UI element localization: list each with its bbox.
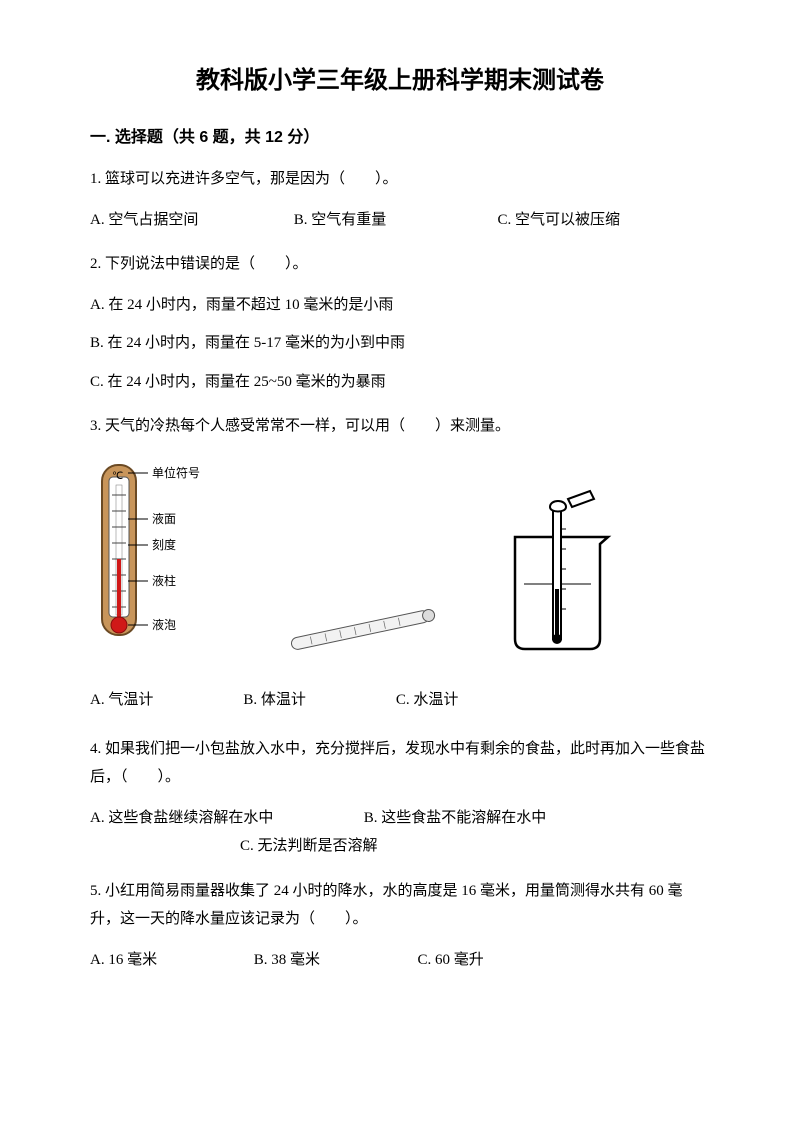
svg-text:单位符号: 单位符号	[152, 465, 200, 480]
exam-page: 教科版小学三年级上册科学期末测试卷 一. 选择题（共 6 题，共 12 分） 1…	[0, 0, 800, 1131]
section-header: 一. 选择题（共 6 题，共 12 分）	[90, 123, 710, 147]
q4-opt-a: A. 这些食盐继续溶解在水中	[90, 804, 360, 833]
q2-opt-b: B. 在 24 小时内，雨量在 5-17 毫米的为小到中雨	[90, 329, 710, 358]
q1-opt-c: C. 空气可以被压缩	[498, 206, 621, 235]
q4-options: A. 这些食盐继续溶解在水中 B. 这些食盐不能溶解在水中 C. 无法判断是否溶…	[90, 804, 710, 861]
q3-options: A. 气温计 B. 体温计 C. 水温计	[90, 688, 710, 709]
q3-opt-c: C. 水温计	[396, 688, 459, 709]
q5-opt-c: C. 60 毫升	[418, 946, 484, 975]
q3-stem: 3. 天气的冷热每个人感受常常不一样，可以用（ ）来测量。	[90, 412, 710, 441]
svg-text:℃: ℃	[112, 471, 123, 482]
q3-opt-b: B. 体温计	[243, 688, 306, 709]
clinical-thermometer-icon	[280, 599, 450, 664]
svg-text:刻度: 刻度	[152, 537, 176, 552]
page-title: 教科版小学三年级上册科学期末测试卷	[90, 60, 710, 95]
q1-opt-a: A. 空气占据空间	[90, 206, 290, 235]
q4-stem: 4. 如果我们把一小包盐放入水中，充分搅拌后，发现水中有剩余的食盐，此时再加入一…	[90, 735, 710, 792]
q2-stem: 2. 下列说法中错误的是（ ）。	[90, 250, 710, 279]
svg-text:液面: 液面	[152, 511, 176, 526]
svg-text:液泡: 液泡	[152, 617, 176, 632]
q4-opt-c: C. 无法判断是否溶解	[240, 832, 378, 861]
q3-opt-a: A. 气温计	[90, 688, 153, 709]
q1-stem: 1. 篮球可以充进许多空气，那是因为（ ）。	[90, 165, 710, 194]
q3-figures: ℃ 单位符号 液面 刻度 液柱 液泡	[90, 459, 710, 664]
q5-stem: 5. 小红用简易雨量器收集了 24 小时的降水，水的高度是 16 毫米，用量筒测…	[90, 877, 710, 934]
water-thermometer-icon	[490, 489, 630, 664]
q1-options: A. 空气占据空间 B. 空气有重量 C. 空气可以被压缩	[90, 206, 710, 235]
q5-options: A. 16 毫米 B. 38 毫米 C. 60 毫升	[90, 946, 710, 975]
q2-opt-c: C. 在 24 小时内，雨量在 25~50 毫米的为暴雨	[90, 368, 710, 397]
q5-opt-a: A. 16 毫米	[90, 946, 250, 975]
svg-text:液柱: 液柱	[152, 573, 176, 588]
q1-opt-b: B. 空气有重量	[294, 206, 494, 235]
q5-opt-b: B. 38 毫米	[254, 946, 414, 975]
q2-options: A. 在 24 小时内，雨量不超过 10 毫米的是小雨 B. 在 24 小时内，…	[90, 291, 710, 397]
q4-opt-b: B. 这些食盐不能溶解在水中	[364, 804, 547, 833]
air-thermometer-icon: ℃ 单位符号 液面 刻度 液柱 液泡	[90, 459, 240, 664]
q2-opt-a: A. 在 24 小时内，雨量不超过 10 毫米的是小雨	[90, 291, 710, 320]
